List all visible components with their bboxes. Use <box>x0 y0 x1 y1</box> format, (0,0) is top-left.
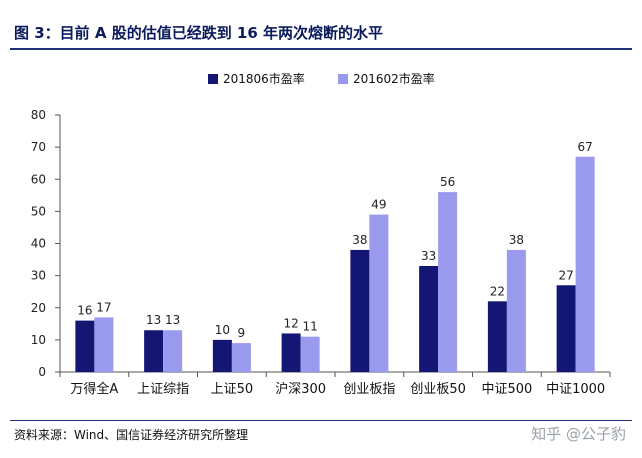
y-tick-label: 10 <box>31 333 46 347</box>
data-label: 11 <box>302 320 317 334</box>
bar-series2 <box>94 317 114 372</box>
legend-swatch <box>338 74 348 84</box>
x-tick-label: 中证500 <box>481 382 532 397</box>
data-label: 38 <box>509 233 524 247</box>
bar-series1 <box>419 265 439 372</box>
data-label: 13 <box>165 313 180 327</box>
data-label: 22 <box>490 284 505 298</box>
y-tick-label: 60 <box>31 172 46 186</box>
bar-series2 <box>438 192 458 372</box>
data-label: 17 <box>96 300 111 314</box>
y-tick-label: 30 <box>31 269 46 283</box>
data-label: 10 <box>215 323 230 337</box>
data-label: 12 <box>283 316 298 330</box>
bar-series2 <box>163 330 183 372</box>
y-tick-label: 70 <box>31 140 46 154</box>
x-tick-label: 创业板50 <box>410 382 466 397</box>
x-tick-label: 中证1000 <box>546 382 605 397</box>
bar-series2 <box>575 156 595 372</box>
x-tick-label: 沪深300 <box>275 381 326 397</box>
bar-series1 <box>281 333 301 372</box>
data-label: 16 <box>77 304 92 318</box>
bar-series1 <box>487 301 507 372</box>
legend-swatch <box>208 74 218 84</box>
bar-series2 <box>300 336 320 372</box>
figure-title: 图 3：目前 A 股的估值已经跌到 16 年两次熔断的水平 <box>14 24 384 42</box>
y-tick-label: 0 <box>38 365 46 379</box>
source-note: 资料来源：Wind、国信证券经济研究所整理 <box>14 428 249 442</box>
data-label: 27 <box>558 268 573 282</box>
bar-series2 <box>369 214 389 372</box>
y-tick-label: 50 <box>31 204 46 218</box>
watermark: 知乎 @公子豹 <box>531 425 626 443</box>
bar-series1 <box>556 285 576 372</box>
bar-series1 <box>350 249 370 372</box>
legend-label: 201806市盈率 <box>223 71 305 86</box>
bar-series1 <box>75 320 95 372</box>
y-tick-label: 40 <box>31 237 46 251</box>
legend-label: 201602市盈率 <box>353 71 435 86</box>
x-tick-label: 万得全A <box>70 381 118 397</box>
data-label: 33 <box>421 249 436 263</box>
footer-rule <box>10 420 632 421</box>
data-label: 49 <box>371 198 386 212</box>
bar-series1 <box>212 339 232 372</box>
figure-header: 图 3：目前 A 股的估值已经跌到 16 年两次熔断的水平 <box>0 0 642 50</box>
data-label: 38 <box>352 233 367 247</box>
data-label: 9 <box>238 326 246 340</box>
x-tick-label: 上证50 <box>211 382 254 397</box>
y-tick-label: 20 <box>31 301 46 315</box>
data-label: 56 <box>440 175 455 189</box>
x-tick-label: 上证综指 <box>137 382 189 397</box>
title-rule <box>10 48 632 50</box>
data-label: 13 <box>146 313 161 327</box>
x-tick-label: 创业板指 <box>343 382 395 397</box>
bar-series2 <box>231 343 251 372</box>
y-tick-label: 80 <box>31 108 46 122</box>
bar-series1 <box>144 330 164 372</box>
bar-series2 <box>506 249 526 372</box>
data-label: 67 <box>577 140 592 154</box>
